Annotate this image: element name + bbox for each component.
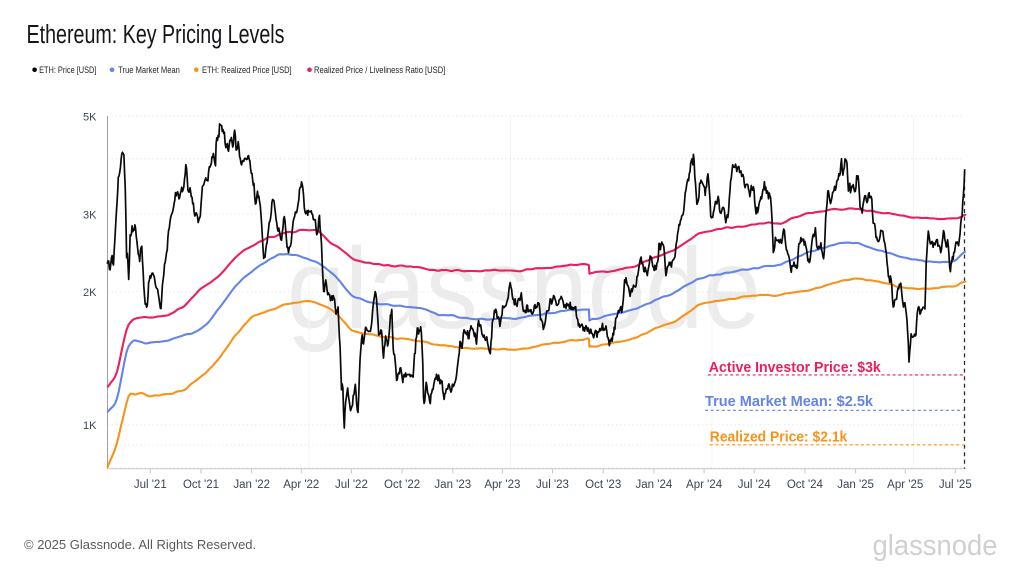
svg-text:2K: 2K [83, 287, 97, 299]
svg-text:Jan '24: Jan '24 [636, 479, 673, 491]
svg-text:Active Investor Price: $3k: Active Investor Price: $3k [709, 360, 882, 376]
svg-text:glassnode: glassnode [287, 225, 761, 353]
svg-text:ETH: Price [USD]: ETH: Price [USD] [39, 65, 96, 75]
svg-text:Jul '24: Jul '24 [738, 479, 771, 491]
svg-text:Apr '25: Apr '25 [887, 479, 923, 491]
svg-text:Realized Price / Liveliness Ra: Realized Price / Liveliness Ratio [USD] [314, 65, 445, 75]
svg-text:Jan '22: Jan '22 [233, 479, 270, 491]
svg-text:1K: 1K [83, 420, 97, 432]
svg-text:© 2025 Glassnode. All Rights R: © 2025 Glassnode. All Rights Reserved. [24, 537, 256, 552]
svg-text:Realized Price: $2.1k: Realized Price: $2.1k [710, 430, 848, 446]
svg-text:Apr '23: Apr '23 [484, 479, 520, 491]
svg-text:3K: 3K [83, 209, 97, 221]
svg-text:Oct '23: Oct '23 [585, 479, 621, 491]
svg-text:Oct '24: Oct '24 [787, 479, 824, 491]
svg-text:Jan '25: Jan '25 [837, 479, 874, 491]
svg-text:Ethereum: Key Pricing Levels: Ethereum: Key Pricing Levels [27, 21, 285, 49]
svg-text:ETH: Realized Price [USD]: ETH: Realized Price [USD] [202, 65, 292, 75]
svg-text:Apr '22: Apr '22 [283, 479, 319, 491]
svg-text:Oct '22: Oct '22 [384, 479, 420, 491]
svg-text:Jul '22: Jul '22 [335, 479, 368, 491]
svg-text:Jul '23: Jul '23 [536, 479, 569, 491]
svg-text:Jan '23: Jan '23 [434, 479, 471, 491]
svg-text:Jul '25: Jul '25 [939, 479, 972, 491]
svg-text:glassnode: glassnode [873, 530, 998, 562]
svg-text:Oct '21: Oct '21 [183, 479, 219, 491]
svg-text:Apr '24: Apr '24 [686, 479, 723, 491]
svg-text:5K: 5K [83, 111, 97, 123]
svg-text:True Market Mean: True Market Mean [118, 65, 180, 75]
svg-text:Jul '21: Jul '21 [134, 479, 167, 491]
svg-text:True Market Mean: $2.5k: True Market Mean: $2.5k [705, 394, 874, 410]
